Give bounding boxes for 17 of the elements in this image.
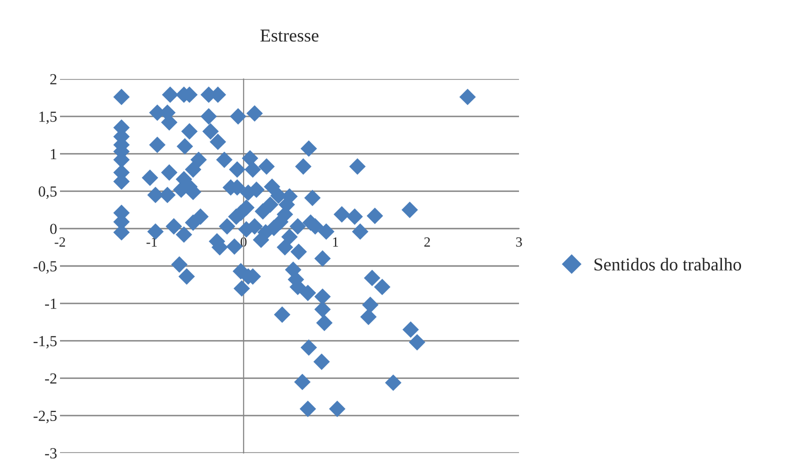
legend-label: Sentidos do trabalho	[594, 258, 742, 271]
y-tick-label: -2,5	[34, 410, 57, 424]
y-axis-title: Estresse	[260, 30, 318, 42]
y-tick-label: 2	[50, 74, 56, 84]
x-tick-label: 1	[333, 237, 338, 247]
x-tick-label: 3	[516, 237, 522, 247]
y-tick-label: 0	[50, 224, 57, 234]
x-tick-label: 2	[424, 237, 430, 247]
y-tick-label: -1	[45, 298, 56, 309]
y-tick-label: -1,5	[34, 336, 57, 348]
y-tick-label: -2	[45, 373, 56, 384]
x-tick-label: -1	[146, 237, 157, 247]
y-tick-label: -3	[45, 448, 57, 458]
y-tick-label: 0,5	[38, 186, 57, 199]
y-tick-label: -0,5	[34, 261, 57, 274]
y-tick-label: 1	[50, 149, 56, 160]
y-tick-label: 1,5	[39, 112, 57, 124]
